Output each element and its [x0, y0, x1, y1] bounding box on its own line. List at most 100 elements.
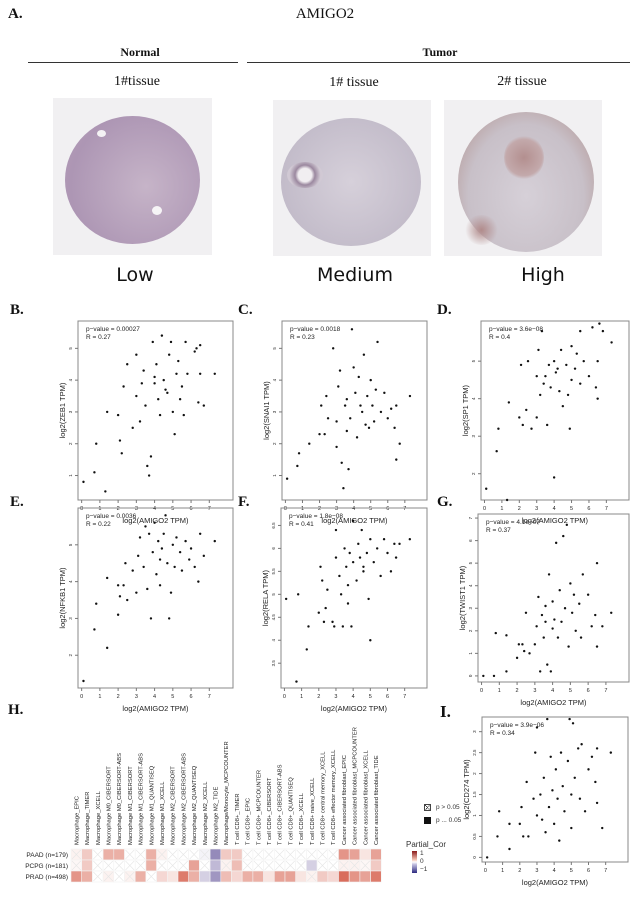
x-tick-label: 1 [501, 868, 504, 874]
data-point [544, 831, 547, 834]
data-point [349, 417, 352, 420]
data-point [365, 551, 369, 555]
data-point [177, 359, 180, 363]
data-point [590, 625, 593, 628]
nonsignificant-cross [135, 849, 146, 860]
data-point [331, 620, 334, 624]
data-point [495, 450, 498, 453]
data-point [331, 347, 335, 350]
data-point [547, 573, 551, 576]
data-point [525, 408, 528, 412]
nonsignificant-cross [93, 871, 103, 882]
nonsignificant-cross [178, 860, 188, 871]
data-point [371, 404, 374, 407]
data-point [587, 374, 591, 378]
panel-label-c: C. [238, 302, 253, 318]
data-point [198, 372, 202, 375]
data-point [369, 378, 372, 382]
data-point [180, 569, 184, 572]
tissue-label-normal-1: 1#tissue [114, 74, 160, 89]
plot-frame [477, 513, 630, 683]
heatmap-column-label: T cell CD8+ effector memory_XCELL [331, 749, 337, 845]
data-point [118, 439, 122, 442]
x-axis-label: log2(AMIGO2 TPM) [122, 704, 189, 713]
heatmap-column-label: T cell CD8+_CIBERSORT [267, 777, 273, 845]
nonsignificant-cross [114, 871, 124, 882]
data-point [348, 551, 351, 555]
data-point [552, 822, 556, 826]
nonsignificant-cross [253, 860, 263, 871]
r-annotation: R = 0.41 [289, 521, 314, 528]
data-point [362, 353, 366, 356]
heatmap-column-label: T cell CD8+ naive_XCELL [310, 777, 316, 845]
heatmap-cell [338, 848, 350, 861]
panel-label-d: D. [437, 302, 452, 318]
nonsignificant-cross [285, 849, 295, 860]
nonsignificant-cross [253, 849, 263, 860]
x-tick-label: 7 [208, 506, 211, 512]
tissue-label-tumor-1: 1# tissue [329, 75, 379, 90]
nonsignificant-cross [242, 860, 253, 871]
data-point [135, 591, 138, 594]
data-point [558, 589, 561, 592]
x-tick-label: 6 [587, 506, 590, 512]
heatmap-column-label: T cell CD8+_XCELL [299, 792, 305, 845]
nonsignificant-cross [93, 849, 103, 860]
nonsignificant-cross [125, 871, 135, 882]
x-tick-label: 2 [318, 506, 321, 512]
data-point [595, 747, 599, 750]
data-point [188, 558, 191, 561]
y-tick-label: 2 [471, 472, 476, 475]
data-point [345, 398, 349, 401]
data-point [587, 768, 590, 771]
heatmap-cell [338, 870, 350, 883]
data-point [364, 423, 367, 426]
x-tick-label: 3 [533, 688, 536, 694]
data-point [567, 645, 570, 648]
scatter-plot-f [278, 507, 428, 691]
data-point [82, 480, 85, 484]
data-point [558, 839, 561, 842]
data-point [131, 426, 134, 430]
data-point [138, 536, 142, 539]
data-point [535, 416, 538, 419]
data-point [521, 423, 524, 427]
data-point [522, 835, 525, 838]
data-point [505, 670, 508, 673]
data-point [319, 565, 322, 568]
p-value-annotation: p−value = 3.9e−06 [490, 722, 544, 729]
data-point [334, 528, 338, 532]
x-tick-label: 4 [553, 506, 556, 512]
data-point [160, 547, 164, 550]
data-point [594, 613, 597, 617]
data-point [563, 607, 567, 610]
data-point [518, 416, 521, 419]
data-point [395, 404, 398, 407]
data-point [559, 751, 563, 754]
nonsignificant-cross [114, 860, 124, 871]
data-point [343, 547, 346, 550]
data-point [540, 613, 544, 617]
nonsignificant-cross [71, 849, 81, 860]
data-point [189, 547, 193, 550]
data-point [131, 569, 134, 572]
data-point [197, 401, 200, 404]
data-point [578, 602, 581, 605]
data-point [535, 814, 539, 817]
data-point [193, 350, 196, 353]
x-tick-label: 2 [516, 688, 519, 694]
x-tick-label: 7 [604, 868, 607, 874]
x-tick-label: 6 [190, 506, 193, 512]
nonsignificant-cross [307, 871, 317, 882]
y-tick-label: 3 [272, 410, 277, 413]
data-point [526, 359, 530, 363]
heatmap [70, 848, 382, 883]
data-point [579, 382, 582, 385]
data-point [595, 801, 599, 805]
data-point [369, 639, 372, 642]
data-point [579, 636, 583, 639]
data-point [318, 432, 321, 436]
data-point [95, 442, 98, 445]
data-point [166, 391, 169, 395]
